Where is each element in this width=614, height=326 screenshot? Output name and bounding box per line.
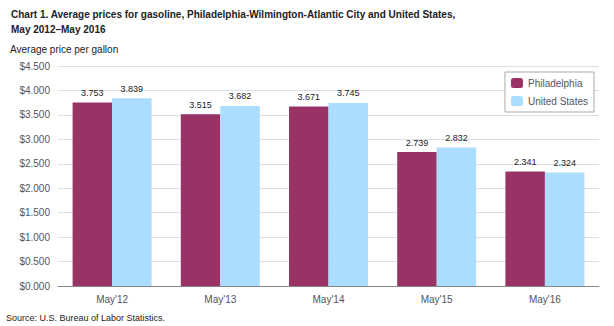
svg-text:2.832: 2.832: [445, 133, 468, 143]
svg-text:$2.500: $2.500: [19, 158, 50, 169]
svg-text:3.671: 3.671: [297, 92, 320, 102]
svg-text:Source: U.S. Bureau of Labor S: Source: U.S. Bureau of Labor Statistics.: [6, 313, 165, 323]
svg-text:May'12: May'12: [96, 294, 128, 305]
svg-text:2.341: 2.341: [514, 157, 537, 167]
svg-text:May 2012–May 2016: May 2012–May 2016: [11, 24, 106, 35]
svg-text:$4.000: $4.000: [19, 85, 50, 96]
svg-text:Philadelphia: Philadelphia: [528, 78, 583, 89]
svg-text:$4.500: $4.500: [19, 61, 50, 72]
svg-text:United States: United States: [528, 96, 588, 107]
svg-text:3.839: 3.839: [121, 84, 144, 94]
svg-text:$3.500: $3.500: [19, 109, 50, 120]
svg-text:$1.000: $1.000: [19, 232, 50, 243]
svg-text:3.682: 3.682: [229, 91, 252, 101]
svg-text:$3.000: $3.000: [19, 134, 50, 145]
svg-text:May'14: May'14: [313, 294, 345, 305]
svg-text:May'13: May'13: [204, 294, 236, 305]
svg-text:$2.000: $2.000: [19, 183, 50, 194]
svg-text:3.745: 3.745: [337, 88, 360, 98]
svg-text:2.324: 2.324: [553, 158, 576, 168]
svg-text:Chart 1. Average prices for ga: Chart 1. Average prices for gasoline, Ph…: [11, 9, 455, 20]
svg-text:May'15: May'15: [421, 294, 453, 305]
svg-text:3.753: 3.753: [81, 88, 104, 98]
svg-text:Average price per gallon: Average price per gallon: [10, 44, 118, 55]
svg-text:2.739: 2.739: [406, 138, 429, 148]
svg-text:$0.000: $0.000: [19, 281, 50, 292]
svg-text:3.515: 3.515: [189, 100, 212, 110]
svg-text:May'16: May'16: [529, 294, 561, 305]
svg-text:$0.500: $0.500: [19, 256, 50, 267]
svg-text:$1.500: $1.500: [19, 207, 50, 218]
